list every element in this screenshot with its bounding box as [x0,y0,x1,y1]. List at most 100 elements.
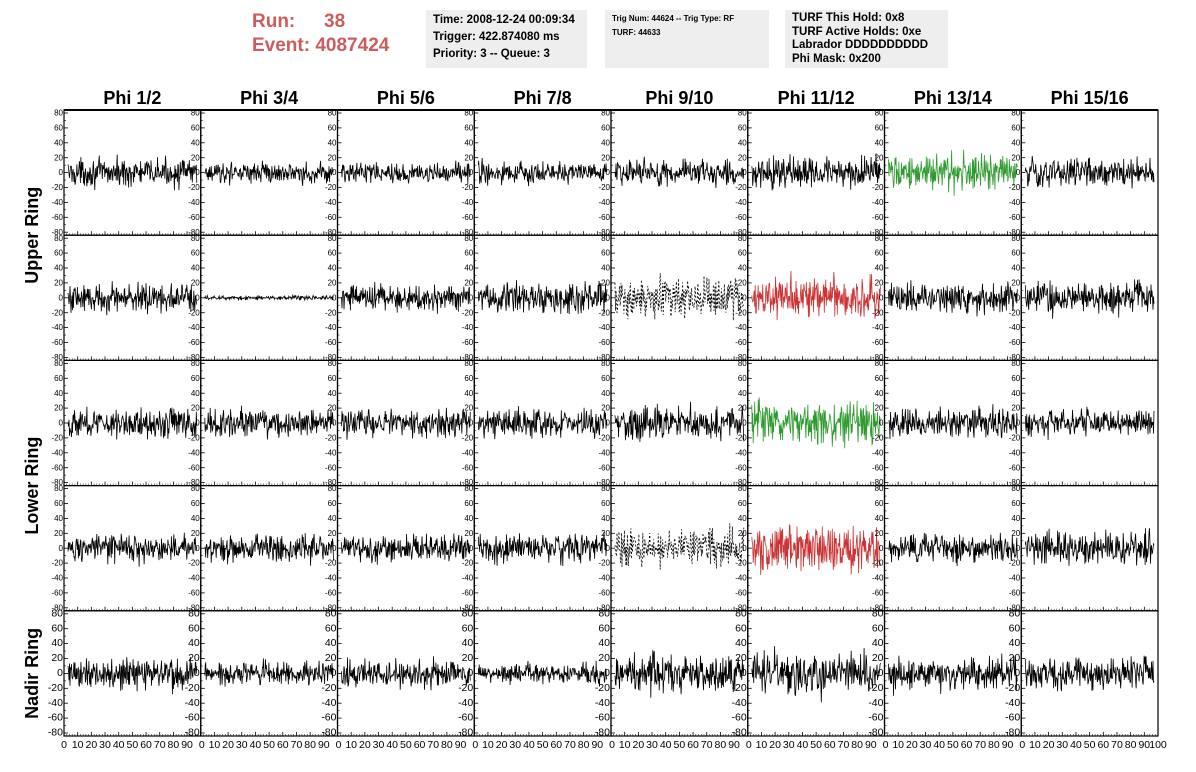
event-row: Event: 4087424 [252,34,389,58]
y-tick-label: -20 [1009,559,1021,568]
waveform-trace [1024,155,1155,189]
y-tick-label: -20 [462,434,474,443]
y-tick-label: 0 [879,168,884,177]
column-header-4: Phi 7/8 [514,88,572,108]
y-tick-label: -60 [598,463,610,472]
y-tick-label: -80 [735,228,747,237]
y-tick-label: -20 [1009,308,1021,317]
trig-num-line: Trig Num: 44624 -- Trig Type: RF [612,14,735,23]
y-tick-label: -40 [872,448,884,457]
row-group-label-1: Upper Ring [22,187,42,284]
y-tick-label: 60 [464,249,473,258]
y-tick-label: 80 [601,109,610,118]
y-tick-label: -60 [598,589,610,598]
y-tick-label: 60 [54,124,63,133]
turf-active-line: TURF Active Holds: 0xe [792,25,922,38]
y-tick-label: -40 [735,574,747,583]
waveform-trace [614,523,745,570]
column-header-3: Phi 5/6 [377,88,435,108]
y-tick-label: -60 [598,213,610,222]
waveform-trace [751,646,881,703]
y-tick-label: -60 [325,338,337,347]
y-tick-label: -40 [462,574,474,583]
panel-r2-c2: 80 60 40 20 0 -20 -40 -60 -80 [188,234,339,362]
waveform-trace [477,660,608,687]
x-tick-label: 80 [304,739,316,751]
y-tick-label: -40 [325,448,337,457]
y-tick-label: -40 [595,697,610,709]
y-tick-label: -40 [188,574,200,583]
y-tick-label: -40 [188,323,200,332]
waveform-trace [67,281,198,316]
y-tick-label: -40 [735,448,747,457]
y-tick-label: 20 [875,153,884,162]
x-tick-label: 50 [400,739,412,751]
y-tick-label: 60 [1009,622,1021,634]
y-tick-label: 80 [54,484,63,493]
y-tick-label: 60 [598,622,610,634]
x-tick-label: 30 [373,739,385,751]
y-tick-label: -60 [462,338,474,347]
y-tick-label: 40 [872,637,884,649]
x-tick-label: 70 [974,739,986,751]
y-tick-label: 80 [875,484,884,493]
x-tick-label: 0 [336,739,342,751]
y-tick-label: 40 [54,138,63,147]
y-tick-label: 40 [54,514,63,523]
y-tick-label: -80 [732,727,747,739]
y-tick-label: -20 [598,434,610,443]
y-tick-label: -40 [1009,323,1021,332]
y-tick-label: 0 [59,168,64,177]
y-tick-label: 0 [741,667,747,679]
y-tick-label: 0 [469,419,474,428]
y-tick-label: 80 [1011,484,1020,493]
run-label: Run: [252,11,296,32]
waveform-trace [1024,655,1155,692]
y-tick-label: 80 [738,484,747,493]
y-tick-label: 20 [464,279,473,288]
y-tick-label: -40 [872,323,884,332]
waveform-trace [888,532,1018,567]
y-tick-label: 40 [601,389,610,398]
y-tick-label: 80 [738,359,747,368]
y-tick-label: 80 [328,359,337,368]
y-tick-label: 60 [328,499,337,508]
y-tick-label: -20 [325,183,337,192]
y-tick-label: -80 [1009,478,1021,487]
y-tick-label: 40 [464,138,473,147]
x-tick-label: 80 [988,739,1000,751]
x-tick-label: 20 [633,739,645,751]
y-tick-label: -40 [735,198,747,207]
x-tick-label: 10 [892,739,904,751]
x-tick-label: 40 [386,739,398,751]
y-tick-label: 20 [1009,652,1021,664]
y-tick-label: -80 [1009,353,1021,362]
y-tick-label: -60 [462,589,474,598]
y-tick-label: 80 [872,607,884,619]
y-tick-label: 20 [1011,404,1020,413]
y-tick-label: -60 [598,338,610,347]
x-tick-label: 70 [291,739,303,751]
y-tick-label: 0 [879,419,884,428]
x-tick-label: 50 [674,739,686,751]
y-tick-label: 20 [875,529,884,538]
y-tick-label: -60 [462,463,474,472]
y-tick-label: 20 [462,652,474,664]
panel-r2-c6: 80 60 40 20 0 -20 -40 -60 -80 [735,234,886,362]
y-tick-label: 20 [875,404,884,413]
y-tick-label: -60 [872,213,884,222]
y-tick-label: 0 [1014,667,1020,679]
x-tick-label: 80 [715,739,727,751]
y-tick-label: -80 [735,478,747,487]
y-tick-label: -80 [462,478,474,487]
y-tick-label: -80 [598,353,610,362]
y-tick-label: 40 [875,138,884,147]
y-tick-label: -80 [185,727,200,739]
y-tick-label: -20 [872,183,884,192]
run-value: 38 [324,11,346,32]
x-tick-label: 40 [797,739,809,751]
y-tick-label: 60 [191,499,200,508]
column-header-6: Phi 11/12 [778,88,855,108]
y-tick-label: 0 [879,293,884,302]
y-tick-label: -40 [188,198,200,207]
